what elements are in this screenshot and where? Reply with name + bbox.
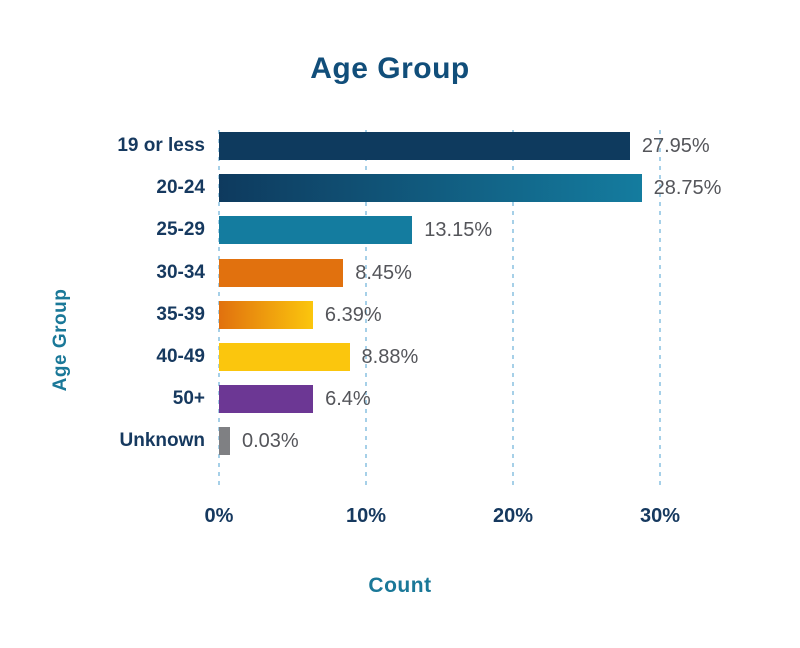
gridline	[659, 130, 661, 490]
bar	[219, 385, 314, 414]
value-label: 28.75%	[653, 177, 722, 200]
value-label: 8.45%	[355, 261, 412, 284]
bar	[219, 300, 313, 329]
value-label: 13.15%	[424, 219, 493, 242]
value-label: 0.03%	[242, 430, 299, 453]
value-label: 8.88%	[361, 346, 419, 368]
chart-title: Age Group	[310, 52, 470, 85]
bar	[219, 132, 630, 160]
category-label: 40-49	[156, 346, 205, 367]
category-label: 25-29	[156, 219, 205, 241]
category-label: 20-24	[156, 177, 205, 199]
bar	[219, 427, 230, 456]
category-label: 50+	[172, 388, 205, 410]
bar	[219, 216, 413, 245]
category-label: 19 or less	[117, 135, 205, 156]
bar	[219, 174, 642, 203]
x-tick-label: 30%	[639, 505, 681, 527]
value-label: 6.39%	[324, 303, 382, 326]
value-label: 27.95%	[641, 135, 710, 157]
bar	[219, 258, 344, 287]
x-axis-title: Count	[368, 574, 432, 597]
gridline	[512, 130, 514, 490]
x-tick-label: 20%	[492, 505, 534, 527]
gridline	[365, 130, 367, 490]
category-label: 35-39	[156, 303, 205, 325]
x-tick-label: 10%	[345, 505, 387, 527]
bar	[219, 343, 350, 371]
category-label: Unknown	[119, 430, 206, 452]
value-label: 6.4%	[325, 388, 371, 411]
x-tick-label: 0%	[204, 505, 234, 527]
category-label: 30-34	[156, 261, 205, 283]
